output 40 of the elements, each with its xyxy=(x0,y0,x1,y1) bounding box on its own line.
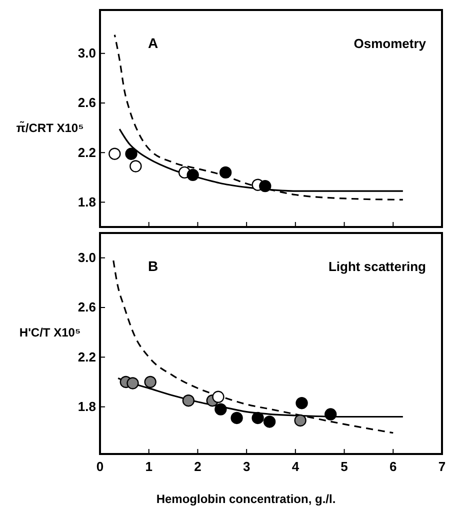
x-tick-label: 3 xyxy=(242,459,250,474)
point xyxy=(219,166,232,179)
x-tick-label: 0 xyxy=(96,459,104,474)
x-tick-label: 5 xyxy=(340,459,348,474)
x-tick-label: 7 xyxy=(438,459,446,474)
annotation: A xyxy=(148,35,158,51)
x-tick-label: 1 xyxy=(145,459,152,474)
annotation: Osmometry xyxy=(354,36,427,51)
annotation: B xyxy=(148,258,158,274)
point xyxy=(144,376,156,388)
point xyxy=(214,403,227,416)
y-tick-label: 2.2 xyxy=(78,144,96,160)
x-tick-label: 4 xyxy=(292,459,300,474)
y-tick-label: 2.6 xyxy=(78,95,96,110)
point xyxy=(182,394,195,407)
point xyxy=(263,416,276,428)
point xyxy=(125,148,138,160)
point xyxy=(252,412,264,424)
x-axis-title: Hemoglobin concentration, g./l. xyxy=(156,492,336,506)
point xyxy=(294,414,306,427)
point xyxy=(108,148,121,160)
x-tick-label: 2 xyxy=(194,459,202,474)
y-tick-label: 2.6 xyxy=(78,300,96,315)
y-tick-label: 3.0 xyxy=(78,250,96,265)
y-tick-label: 2.2 xyxy=(78,349,96,364)
y-tick-label: 1.8 xyxy=(78,194,96,210)
y-tick-label: 3.0 xyxy=(78,46,96,61)
point xyxy=(230,412,243,424)
annotation: Light scattering xyxy=(328,259,426,274)
y-tick-label: 1.8 xyxy=(78,398,96,414)
point xyxy=(212,390,224,403)
point xyxy=(130,160,142,172)
point xyxy=(296,397,308,410)
point xyxy=(259,180,272,192)
point xyxy=(186,168,199,182)
point xyxy=(324,408,337,420)
point xyxy=(126,377,139,390)
y-axis-title: π̃/CRT X10⁵ xyxy=(16,120,84,135)
y-axis-title: H'C/T X10⁵ xyxy=(19,325,81,340)
x-tick-label: 6 xyxy=(390,459,397,474)
